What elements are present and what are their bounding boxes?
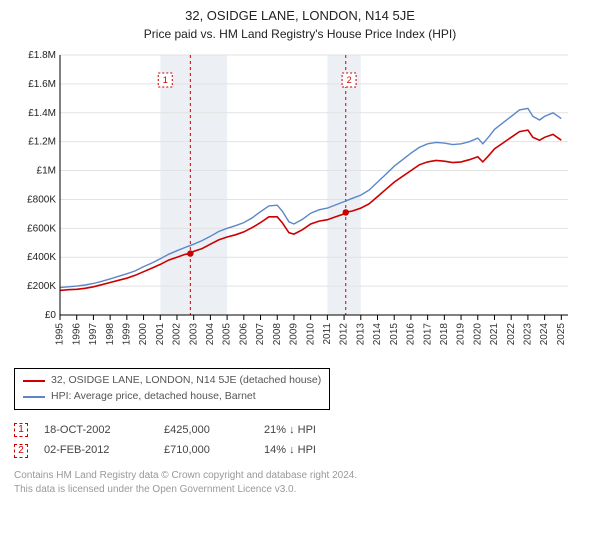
- sale-date: 18-OCT-2002: [44, 420, 164, 441]
- svg-text:£1.8M: £1.8M: [28, 50, 56, 61]
- svg-text:£1.4M: £1.4M: [28, 108, 56, 119]
- sale-marker-icon: 1: [14, 423, 28, 437]
- svg-text:2002: 2002: [172, 323, 183, 346]
- sale-date: 02-FEB-2012: [44, 440, 164, 461]
- svg-text:2004: 2004: [205, 323, 216, 346]
- svg-text:2008: 2008: [272, 323, 283, 346]
- svg-text:2020: 2020: [472, 323, 483, 346]
- sale-marker-icon: 2: [14, 444, 28, 458]
- legend-label: HPI: Average price, detached house, Barn…: [51, 389, 256, 405]
- svg-text:2: 2: [347, 75, 352, 85]
- svg-text:2000: 2000: [138, 323, 149, 346]
- legend-swatch: [23, 380, 45, 382]
- legend-box: 32, OSIDGE LANE, LONDON, N14 5JE (detach…: [14, 368, 330, 410]
- svg-text:2019: 2019: [456, 323, 467, 346]
- svg-text:2005: 2005: [222, 323, 233, 346]
- svg-text:2016: 2016: [406, 323, 417, 346]
- svg-text:2015: 2015: [389, 323, 400, 346]
- svg-text:2014: 2014: [372, 323, 383, 346]
- svg-text:£200K: £200K: [27, 281, 56, 292]
- svg-text:1995: 1995: [55, 323, 66, 346]
- svg-text:£600K: £600K: [27, 223, 56, 234]
- svg-text:2012: 2012: [339, 323, 350, 346]
- page-container: 32, OSIDGE LANE, LONDON, N14 5JE Price p…: [0, 0, 600, 560]
- svg-text:2018: 2018: [439, 323, 450, 346]
- svg-text:2023: 2023: [523, 323, 534, 346]
- legend-row: 32, OSIDGE LANE, LONDON, N14 5JE (detach…: [23, 373, 321, 389]
- svg-text:2001: 2001: [155, 323, 166, 346]
- svg-text:1999: 1999: [121, 323, 132, 346]
- svg-text:2024: 2024: [539, 323, 550, 346]
- svg-text:£800K: £800K: [27, 194, 56, 205]
- price-chart: £0 £200K £400K £600K £800K £1M £1.2M £1.4M £1.6M…: [14, 49, 586, 362]
- svg-text:£400K: £400K: [27, 252, 56, 263]
- svg-text:1998: 1998: [105, 323, 116, 346]
- svg-text:2011: 2011: [322, 323, 333, 345]
- svg-text:1996: 1996: [71, 323, 82, 346]
- svg-text:2022: 2022: [506, 323, 517, 346]
- svg-text:£1M: £1M: [37, 166, 56, 177]
- footer-attribution: Contains HM Land Registry data © Crown c…: [14, 469, 586, 496]
- sale-row: 1 18-OCT-2002£425,00021% ↓ HPI: [14, 420, 586, 441]
- svg-text:2025: 2025: [556, 323, 567, 346]
- legend-swatch: [23, 396, 45, 398]
- sale-price: £710,000: [164, 440, 264, 461]
- svg-text:2007: 2007: [255, 323, 266, 346]
- legend-row: HPI: Average price, detached house, Barn…: [23, 389, 321, 405]
- sale-hpi-delta: 14% ↓ HPI: [264, 440, 374, 461]
- sale-row: 2 02-FEB-2012£710,00014% ↓ HPI: [14, 440, 586, 461]
- chart-svg: £0 £200K £400K £600K £800K £1M £1.2M £1.4M £1.6M…: [14, 49, 576, 357]
- svg-text:£1.6M: £1.6M: [28, 79, 56, 90]
- sale-hpi-delta: 21% ↓ HPI: [264, 420, 374, 441]
- footer-line-2: This data is licensed under the Open Gov…: [14, 483, 586, 497]
- svg-text:2003: 2003: [188, 323, 199, 346]
- svg-text:1997: 1997: [88, 323, 99, 346]
- page-title: 32, OSIDGE LANE, LONDON, N14 5JE: [14, 8, 586, 23]
- svg-text:1: 1: [163, 75, 168, 85]
- svg-text:2010: 2010: [305, 323, 316, 346]
- svg-text:£1.2M: £1.2M: [28, 137, 56, 148]
- footer-line-1: Contains HM Land Registry data © Crown c…: [14, 469, 586, 483]
- sales-table: 1 18-OCT-2002£425,00021% ↓ HPI 2 02-FEB-201…: [14, 420, 586, 462]
- svg-text:2009: 2009: [289, 323, 300, 346]
- svg-text:2017: 2017: [422, 323, 433, 346]
- legend-label: 32, OSIDGE LANE, LONDON, N14 5JE (detach…: [51, 373, 321, 389]
- svg-text:2021: 2021: [489, 323, 500, 346]
- svg-text:2006: 2006: [238, 323, 249, 346]
- page-subtitle: Price paid vs. HM Land Registry's House …: [14, 27, 586, 41]
- svg-text:2013: 2013: [355, 323, 366, 346]
- svg-text:£0: £0: [45, 310, 57, 321]
- sale-price: £425,000: [164, 420, 264, 441]
